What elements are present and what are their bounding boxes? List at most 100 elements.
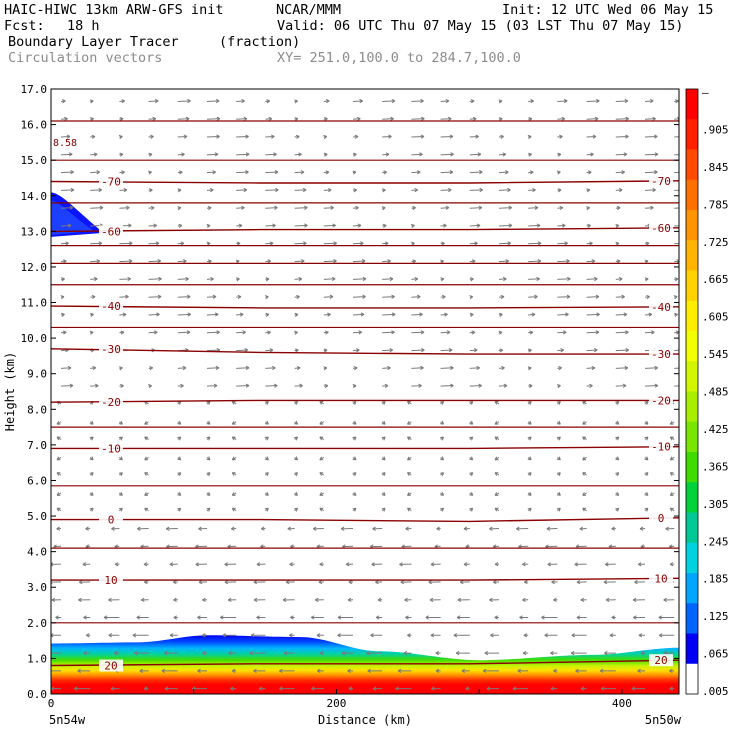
vector-arrow <box>352 188 358 193</box>
cross-section-coords: XY= 251.0,100.0 to 284.7,100.0 <box>277 50 521 66</box>
y-tick-label: 9.0 <box>27 368 47 381</box>
vector-arrow <box>523 579 529 585</box>
vector-arrow <box>469 205 483 210</box>
vector-arrow <box>403 650 412 656</box>
vector-arrow <box>528 348 532 353</box>
contour-label-bg <box>99 300 123 313</box>
vector-arrow <box>148 384 153 389</box>
vector-arrow <box>411 365 424 371</box>
vector-arrow <box>600 686 616 691</box>
vector-arrow <box>294 187 307 193</box>
vector-arrow <box>323 348 328 353</box>
vector-arrow <box>177 259 187 264</box>
vector-arrow <box>169 633 178 638</box>
vector-arrow <box>586 259 596 264</box>
vector-arrow <box>148 330 158 335</box>
vector-arrow <box>228 650 237 656</box>
vector-arrow <box>148 170 152 175</box>
vector-arrow <box>382 188 386 193</box>
vector-arrow <box>206 491 211 496</box>
vector-arrow <box>395 686 412 691</box>
vector-arrow <box>527 400 532 405</box>
vector-arrow <box>236 348 249 353</box>
contour-line <box>51 227 679 233</box>
vector-arrow <box>51 686 61 691</box>
vector-arrow <box>397 668 412 673</box>
vector-arrow <box>411 259 417 264</box>
vector-arrow <box>60 187 75 193</box>
vector-arrow <box>265 187 279 193</box>
vector-arrow <box>375 579 383 585</box>
y-tick-label: 1.0 <box>27 652 47 665</box>
vector-arrow <box>90 134 96 139</box>
vector-arrow <box>148 134 154 139</box>
vector-arrow <box>323 187 332 193</box>
contour-line <box>51 348 679 355</box>
vector-arrow <box>494 456 500 461</box>
vector-arrow <box>469 134 479 139</box>
vector-arrow <box>340 526 354 531</box>
vector-arrow <box>352 294 366 299</box>
vector-arrow <box>177 383 184 388</box>
vector-arrow <box>90 312 94 317</box>
colorbar-label: .185 <box>702 573 729 586</box>
vector-arrow <box>119 294 129 299</box>
vector-arrow <box>580 686 587 691</box>
vector-arrow <box>265 241 274 246</box>
vector-arrow <box>469 436 474 441</box>
vector-arrow <box>461 668 470 673</box>
vector-arrow <box>440 400 445 405</box>
vector-arrow <box>382 98 396 104</box>
vector-arrow <box>206 259 212 264</box>
vector-arrow <box>249 650 266 656</box>
colorbar-swatch <box>686 633 698 665</box>
vector-arrow <box>118 456 123 461</box>
vector-arrow <box>637 562 646 567</box>
vector-arrow <box>265 205 278 210</box>
vector-arrow <box>236 98 245 104</box>
vector-arrow <box>294 99 298 104</box>
vector-arrow <box>294 134 300 139</box>
vector-arrow <box>264 472 269 477</box>
vector-arrow <box>615 116 630 121</box>
vector-arrow <box>90 365 97 371</box>
contour-label-bg <box>649 348 673 361</box>
vector-arrow <box>85 633 91 638</box>
colorbar-swatch <box>686 89 698 120</box>
y-axis-title: Height (km) <box>3 352 17 431</box>
vector-arrow <box>484 650 499 656</box>
vector-arrow <box>227 597 237 603</box>
colorbar-swatch <box>686 512 698 544</box>
vector-arrow <box>669 420 675 425</box>
vector-arrow <box>289 562 295 567</box>
vector-arrow <box>250 633 266 638</box>
vector-arrow <box>406 456 412 461</box>
vector-arrow <box>136 615 149 620</box>
vector-arrow <box>206 98 220 104</box>
colorbar-label: .845 <box>702 161 729 174</box>
vector-arrow <box>411 223 415 229</box>
vector-arrow <box>177 206 182 211</box>
vector-arrow <box>236 383 250 388</box>
vector-arrow <box>557 152 562 157</box>
colorbar-swatch <box>686 270 698 302</box>
vector-arrow <box>352 348 360 353</box>
field-title: Boundary Layer Tracer <box>8 34 179 50</box>
vector-arrow <box>557 276 571 282</box>
colorbar-swatch <box>686 119 698 151</box>
vector-arrow <box>556 170 561 175</box>
vector-arrow <box>278 668 295 673</box>
vector-arrow <box>177 472 182 477</box>
colorbar-swatch <box>686 452 698 483</box>
vector-arrow <box>556 436 561 441</box>
contour-label-bg <box>99 659 123 672</box>
vector-arrow <box>119 259 133 264</box>
vector-arrow <box>90 170 100 175</box>
vector-arrow <box>644 170 658 175</box>
vector-arrow <box>615 223 620 229</box>
vector-arrow <box>425 615 441 620</box>
vector-arrow <box>60 383 74 388</box>
contour-label: 0 <box>658 512 665 525</box>
vector-arrow <box>605 597 616 603</box>
vector-arrow <box>177 276 189 282</box>
